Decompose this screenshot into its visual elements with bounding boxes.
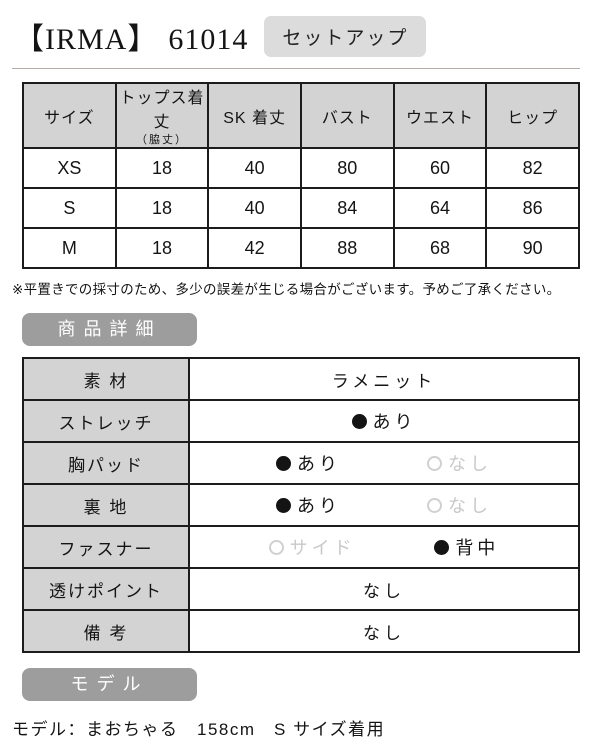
option-fastener-side: サイド <box>268 534 356 560</box>
spec-label-fastener: ファスナー <box>22 525 190 569</box>
size-cell: 18 <box>114 187 210 229</box>
title-row: 【IRMA】 61014 セットアップ <box>14 14 580 58</box>
brand-text: 【IRMA】 <box>14 23 159 56</box>
size-table: サイズ トップス着丈 （脇丈） SK 着丈 バスト ウエスト ヒップ XS 18… <box>22 82 580 269</box>
model-section-heading: モデル <box>22 668 197 701</box>
option-chest-pad-ari: あり <box>276 450 341 476</box>
spec-value-lining: あり なし <box>188 483 580 527</box>
column-header-waist: ウエスト <box>392 82 488 149</box>
size-row-s: S 18 40 84 64 86 <box>22 187 580 229</box>
spec-label-stretch: ストレッチ <box>22 399 190 443</box>
spec-value-chest-pad: あり なし <box>188 441 580 485</box>
spec-value-stretch: あり <box>188 399 580 443</box>
column-header-hip: ヒップ <box>485 82 580 149</box>
radio-empty-icon <box>427 497 442 513</box>
size-cell: 82 <box>485 147 580 189</box>
option-stretch-ari: あり <box>351 408 417 434</box>
spec-label-remarks: 備 考 <box>22 609 190 653</box>
size-cell: 84 <box>299 187 395 229</box>
spec-row-sheer-point: 透けポイント なし <box>22 567 580 611</box>
size-cell: 64 <box>392 187 488 229</box>
spec-value-material: ラメニット <box>188 357 580 401</box>
size-cell: S <box>22 187 117 229</box>
size-row-xs: XS 18 40 80 60 82 <box>22 147 580 189</box>
column-header-tops-length-sub: （脇丈） <box>135 134 188 146</box>
size-cell: 86 <box>485 187 580 229</box>
measurement-note: ※平置きでの採寸のため、多少の誤差が生じる場合がございます。予めご了承ください。 <box>12 282 561 297</box>
spec-row-stretch: ストレッチ あり <box>22 399 580 443</box>
radio-filled-icon <box>351 413 367 429</box>
setup-tag: セットアップ <box>264 15 427 57</box>
spec-value-sheer-point: なし <box>188 567 580 611</box>
option-chest-pad-nashi: なし <box>427 450 492 476</box>
radio-empty-icon <box>427 455 442 471</box>
size-cell: 60 <box>392 147 488 189</box>
spec-label-chest-pad: 胸パッド <box>22 441 190 485</box>
size-cell: 88 <box>299 227 395 269</box>
spec-label-sheer-point: 透けポイント <box>22 567 190 611</box>
product-code: 61014 <box>168 23 249 56</box>
spec-row-material: 素 材 ラメニット <box>22 357 580 401</box>
model-info-line: モデル：まおちゃる 158cm S サイズ着用 <box>12 720 386 739</box>
size-cell: 18 <box>114 147 210 189</box>
size-cell: 68 <box>392 227 488 269</box>
size-cell: 42 <box>207 227 302 269</box>
option-lining-ari: あり <box>276 492 341 518</box>
size-cell: M <box>22 227 117 269</box>
size-row-m: M 18 42 88 68 90 <box>22 227 580 269</box>
radio-filled-icon <box>434 539 450 555</box>
column-header-tops-length: トップス着丈 （脇丈） <box>114 82 210 149</box>
size-cell: 40 <box>207 187 302 229</box>
spec-row-fastener: ファスナー サイド 背中 <box>22 525 580 569</box>
column-header-size: サイズ <box>22 82 117 149</box>
size-cell: XS <box>22 147 117 189</box>
spec-row-chest-pad: 胸パッド あり なし <box>22 441 580 485</box>
radio-filled-icon <box>276 455 291 471</box>
spec-value-fastener: サイド 背中 <box>188 525 580 569</box>
column-header-bust: バスト <box>299 82 395 149</box>
details-table: 素 材 ラメニット ストレッチ あり 胸パッド あり なし <box>22 357 580 653</box>
size-cell: 40 <box>207 147 302 189</box>
column-header-sk-length: SK 着丈 <box>207 82 302 149</box>
product-title: 【IRMA】 61014 <box>14 14 248 58</box>
spec-value-remarks: なし <box>188 609 580 653</box>
option-lining-nashi: なし <box>427 492 492 518</box>
spec-label-lining: 裏 地 <box>22 483 190 527</box>
spec-row-remarks: 備 考 なし <box>22 609 580 653</box>
title-divider <box>12 68 580 69</box>
spec-label-material: 素 材 <box>22 357 190 401</box>
radio-filled-icon <box>276 497 291 513</box>
size-cell: 90 <box>485 227 580 269</box>
size-cell: 18 <box>114 227 210 269</box>
size-cell: 80 <box>299 147 395 189</box>
option-fastener-back: 背中 <box>434 534 499 560</box>
details-section-heading: 商品詳細 <box>22 313 197 346</box>
size-table-header-row: サイズ トップス着丈 （脇丈） SK 着丈 バスト ウエスト ヒップ <box>22 82 580 149</box>
radio-empty-icon <box>268 539 284 555</box>
spec-row-lining: 裏 地 あり なし <box>22 483 580 527</box>
